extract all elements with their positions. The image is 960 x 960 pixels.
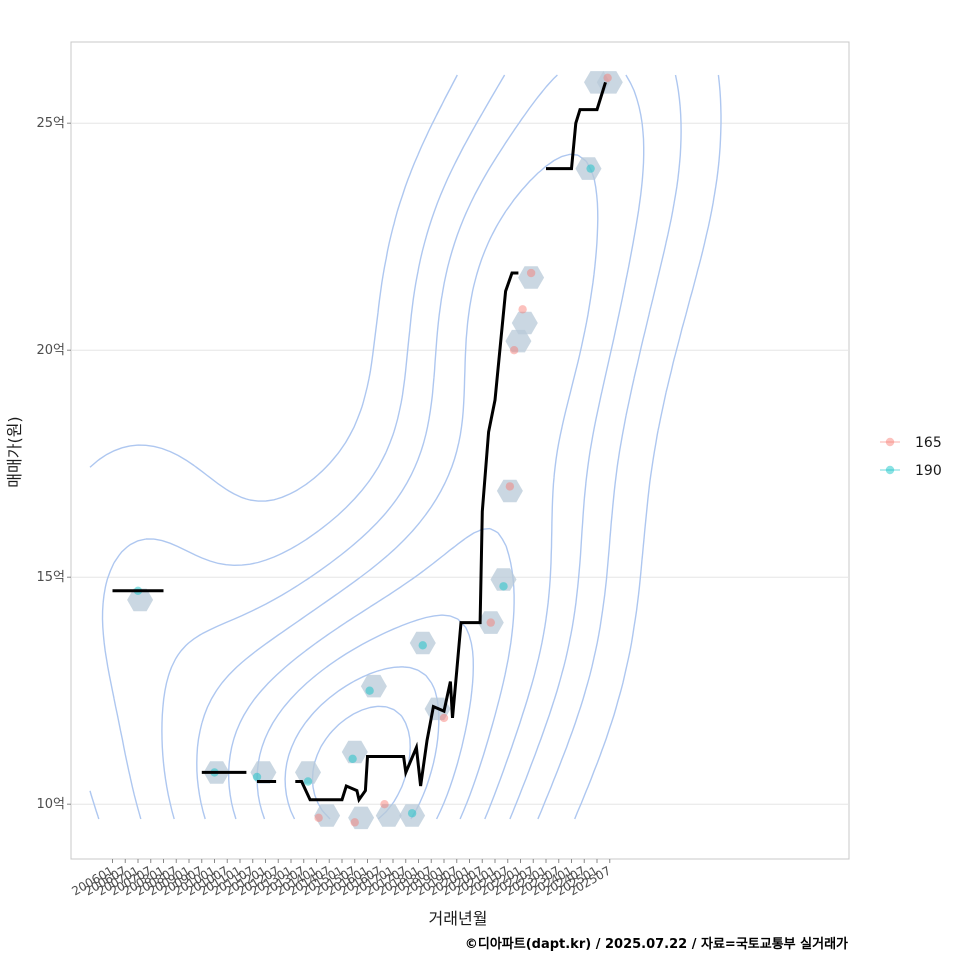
hexbin	[314, 804, 341, 827]
density-contours	[89, 74, 722, 820]
hexbin	[477, 611, 504, 634]
density-contour	[196, 153, 599, 820]
hexbin	[399, 804, 426, 827]
point-190	[365, 686, 374, 695]
legend-key-point	[885, 465, 895, 475]
density-contour	[89, 74, 722, 820]
hexbin	[250, 761, 277, 784]
legend: 165 190	[880, 435, 942, 479]
hexbin	[511, 311, 538, 335]
point-190	[348, 754, 357, 763]
x-axis-title: 거래년월	[429, 909, 488, 928]
point-190	[407, 809, 417, 818]
density-contour	[228, 527, 515, 820]
hexbin	[341, 740, 368, 764]
legend-label: 165	[915, 435, 942, 451]
scatter-points	[133, 73, 612, 827]
point-165	[505, 482, 515, 491]
hexbin	[505, 329, 532, 353]
density-contour	[284, 666, 440, 820]
hexbin	[375, 804, 402, 827]
hexbin	[496, 479, 523, 503]
hexbin	[518, 266, 545, 289]
hexbin	[575, 157, 602, 180]
point-190	[586, 164, 595, 173]
point-165	[314, 813, 323, 823]
hexbin	[409, 631, 436, 655]
point-165	[603, 73, 612, 83]
hexbin	[348, 806, 375, 830]
y-tick-label: 15억	[36, 570, 65, 585]
point-165	[518, 305, 527, 314]
density-contour	[161, 74, 645, 820]
point-165	[486, 618, 495, 627]
gridlines	[71, 122, 849, 805]
point-165	[509, 346, 519, 355]
density-contour	[256, 614, 474, 820]
hexbin	[360, 674, 387, 698]
point-190	[499, 582, 508, 591]
x-axis-ticks: 2006012006072007012007072008012008072009…	[69, 859, 613, 899]
point-165	[350, 818, 359, 827]
y-tick-label: 10억	[36, 797, 65, 812]
legend-label: 190	[915, 463, 942, 479]
hexbin-layer	[127, 71, 623, 830]
y-tick-label: 20억	[36, 343, 65, 358]
y-axis-ticks: 10억 15억 20억 25억	[36, 116, 71, 812]
median-segment	[546, 81, 607, 171]
point-190	[418, 641, 427, 650]
density-contour	[101, 74, 682, 820]
y-tick-label: 25억	[36, 116, 65, 131]
point-190	[303, 777, 313, 786]
hexbin	[295, 761, 321, 784]
plot-panel	[70, 41, 850, 860]
hexbin	[490, 568, 517, 591]
point-190	[252, 772, 262, 782]
point-165	[439, 713, 449, 723]
point-165	[526, 268, 536, 278]
median-price-line	[112, 81, 607, 804]
hexbin	[127, 588, 154, 612]
median-segment	[295, 271, 519, 804]
y-axis-title: 매매가(원)	[5, 416, 24, 487]
credit-text: ©디아파트(dapt.kr) / 2025.07.22 / 자료=국토교통부 실…	[465, 936, 848, 952]
point-165	[380, 800, 389, 809]
legend-key-point	[885, 437, 895, 447]
